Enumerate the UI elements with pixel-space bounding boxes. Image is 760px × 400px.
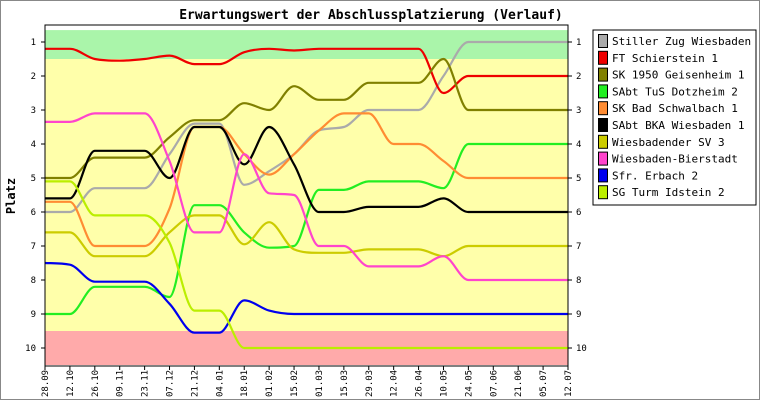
plot-frame — [44, 24, 569, 367]
x-tick-label: 12.10 — [66, 370, 76, 397]
legend-label-0: Stiller Zug Wiesbaden 1 — [612, 35, 759, 48]
legend-swatch-6 — [598, 134, 608, 149]
x-tick-label: 18.01 — [240, 370, 250, 397]
x-tick-label: 28.09 — [41, 370, 51, 397]
y-tick-label-left: 2 — [31, 72, 36, 82]
x-tick-label: 15.02 — [290, 370, 300, 397]
legend-swatch-4 — [598, 101, 608, 116]
chart-title: Erwartungswert der Abschlussplatzierung … — [179, 8, 563, 23]
y-tick-label-right: 5 — [576, 174, 581, 184]
legend-swatch-5 — [598, 118, 608, 132]
legend-swatch-8 — [598, 168, 608, 183]
series-line-6 — [45, 214, 568, 258]
legend-label-6: Wiesbadender SV 3 — [612, 136, 725, 149]
x-tick-label: 29.03 — [365, 370, 375, 397]
series-line-9 — [45, 180, 568, 350]
x-tick-label: 10.05 — [439, 370, 449, 397]
y-tick-label-right: 1 — [576, 38, 581, 48]
x-tick-label: 05.07 — [539, 370, 549, 397]
legend-box — [592, 29, 757, 206]
x-tick-label: 07.12 — [166, 370, 176, 397]
legend-label-2: SK 1950 Geisenheim 1 — [612, 69, 744, 82]
legend-label-8: Sfr. Erbach 2 — [612, 169, 698, 182]
legend-label-5: SAbt BKA Wiesbaden 1 — [612, 119, 744, 132]
x-tick-label: 01.03 — [315, 370, 325, 397]
legend-swatch-1 — [598, 50, 608, 65]
x-tick-label: 07.06 — [489, 370, 499, 397]
plot-axes: 1 1 2 2 3 3 4 4 5 5 6 6 7 7 8 8 9 9 10 10 28.09 12.10 26.10 09.… — [25, 24, 587, 397]
x-tick-label: 12.04 — [390, 370, 400, 397]
x-tick-label: 12.07 — [564, 370, 574, 397]
y-tick-label-right: 3 — [576, 106, 581, 116]
x-tick-label: 01.02 — [265, 370, 275, 397]
series-line-5 — [45, 125, 568, 214]
y-tick-label-left: 4 — [31, 140, 36, 150]
legend: Stiller Zug Wiesbaden 1 FT Schierstein 1 S… — [592, 29, 759, 206]
x-tick-label: 09.11 — [116, 370, 126, 397]
series-line-4 — [44, 112, 568, 248]
legend-label-3: SAbt TuS Dotzheim 2 — [612, 85, 738, 98]
plot-series — [44, 40, 568, 350]
y-tick-label-left: 5 — [31, 174, 36, 184]
y-tick-label-right: 2 — [576, 72, 581, 82]
y-tick-label-left: 9 — [31, 310, 36, 320]
legend-swatch-0 — [598, 34, 608, 48]
y-tick-label-left: 3 — [31, 106, 36, 116]
x-tick-label: 21.06 — [514, 370, 524, 397]
x-tick-label: 04.01 — [215, 370, 225, 397]
y-tick-label-right: 10 — [576, 344, 587, 354]
x-tick-label: 15.03 — [340, 370, 350, 397]
series-line-8 — [44, 261, 568, 334]
legend-label-9: SG Turm Idstein 2 — [612, 186, 725, 199]
x-tick-label: 21.12 — [190, 370, 200, 397]
legend-label-1: FT Schierstein 1 — [612, 52, 718, 65]
series-line-1 — [45, 47, 568, 95]
series-line-3 — [45, 142, 568, 316]
y-tick-label-right: 9 — [576, 310, 581, 320]
background-band-0 — [45, 30, 568, 59]
y-tick-label-right: 8 — [576, 276, 581, 286]
y-tick-label-left: 10 — [25, 344, 36, 354]
legend-label-7: Wiesbaden-Bierstadt — [612, 153, 738, 166]
y-tick-label-right: 4 — [576, 140, 581, 150]
x-tick-label: 24.05 — [464, 370, 474, 397]
y-tick-label-left: 8 — [31, 276, 36, 286]
y-tick-label-left: 7 — [31, 242, 36, 252]
x-tick-label: 23.11 — [141, 370, 151, 397]
y-tick-label-left: 1 — [31, 38, 36, 48]
y-tick-label-right: 7 — [576, 242, 581, 252]
y-axis-label: Platz — [4, 178, 18, 214]
y-tick-label-left: 6 — [31, 208, 36, 218]
legend-label-4: SK Bad Schwalbach 1 — [612, 102, 738, 115]
x-tick-label: 26.10 — [91, 370, 101, 397]
legend-swatch-3 — [598, 84, 608, 99]
y-tick-label-right: 6 — [576, 208, 581, 218]
x-tick-label: 26.04 — [415, 370, 425, 397]
legend-swatch-9 — [598, 185, 608, 200]
series-line-2 — [44, 57, 568, 180]
legend-swatch-7 — [598, 151, 608, 166]
series-line-7 — [45, 112, 568, 282]
legend-swatch-2 — [598, 67, 608, 82]
